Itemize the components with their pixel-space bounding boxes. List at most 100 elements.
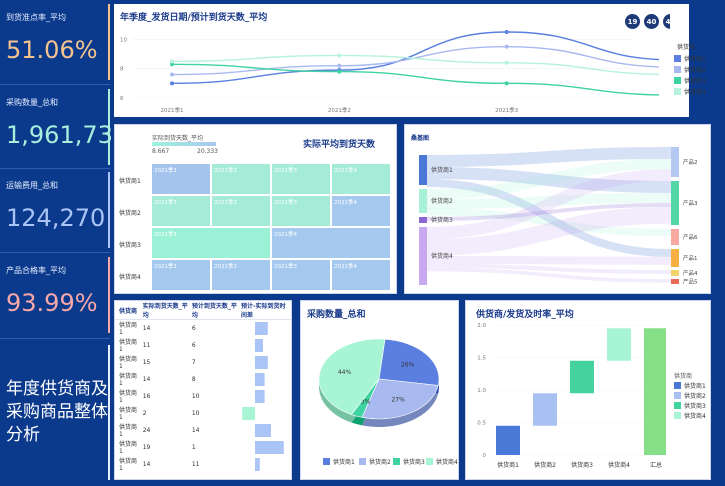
waterfall-bar (570, 360, 594, 394)
heat-row-label: 供货商4 (119, 274, 141, 281)
table-cell: 11 (142, 341, 151, 349)
heatmap-title: 实际平均到货天数 (303, 140, 376, 150)
y-tick-label: 1.5 (477, 356, 486, 362)
sankey-node-left (419, 189, 427, 213)
legend-label: 供货商1 (684, 56, 706, 63)
sankey-link (426, 203, 672, 221)
legend-swatch (674, 77, 681, 84)
table-cell: 供货商1 (119, 339, 138, 353)
sankey-node-right (671, 249, 679, 267)
legend-swatch (359, 458, 366, 465)
kpi-value: 93.99% (6, 289, 98, 317)
kpi-accent-bar (108, 4, 110, 80)
pie-slice (318, 338, 386, 415)
pie-data-label: 3% (361, 398, 371, 405)
badge-2[interactable]: 40 (644, 14, 659, 29)
diff-bar (255, 458, 260, 471)
legend-swatch (323, 458, 330, 465)
legend-label: 供货商2 (369, 459, 391, 466)
badge-1[interactable]: 19 (625, 14, 640, 29)
sankey-left-label: 供货商2 (431, 197, 453, 205)
heat-row-label: 供货商2 (119, 210, 141, 217)
sankey-link (426, 208, 672, 237)
table-header: 预计到货天数_平均 (187, 301, 237, 320)
y-tick-label: 0 (483, 453, 487, 459)
legend-item: 供货商1 (323, 457, 355, 466)
table-cell: 供货商1 (119, 356, 138, 370)
data-table: 供货商 实际到货天数_平均 预计到货天数_平均 预计-实际到货时间差 供货商1 14 6 供… (115, 301, 291, 473)
kpi-card: 产品合格率_平均 93.99% (0, 257, 110, 337)
data-point (170, 59, 174, 64)
heat-cell: 2021季1 (151, 195, 211, 227)
legend-label: 供货商2 (684, 67, 706, 74)
table-row: 供货商1 14 6 (115, 320, 291, 337)
pie-data-label: 27% (391, 396, 405, 403)
heat-legend-label: 实际到货天数_平均 (152, 135, 204, 142)
dashboard-title: 年度供货商及采购商品整体分析 (6, 379, 108, 445)
sankey-node-left (419, 217, 427, 223)
table-cell: 供货商1 (119, 441, 138, 455)
y-tick-label: 8 (120, 67, 124, 73)
sankey-node-right (671, 279, 679, 284)
sankey-node-right (671, 270, 679, 276)
kpi-card: 到货准点率_平均 51.06% (0, 4, 110, 84)
kpi-accent-bar (108, 172, 110, 248)
waterfall-bar (533, 393, 557, 426)
kpi-label: 采购数量_总和 (6, 98, 58, 107)
table-panel: 供货商 实际到货天数_平均 预计到货天数_平均 预计-实际到货时间差 供货商1 14 6 供… (114, 300, 292, 480)
legend-item: 供货商2 (674, 65, 706, 74)
table-cell: 1 (191, 443, 196, 451)
waterfall-bar (607, 328, 631, 361)
table-cell: 14 (191, 426, 200, 434)
waterfall-title: 供货商/发货及时率_平均 (476, 310, 574, 320)
pie-data-label: 26% (401, 361, 415, 368)
table-row: 供货商1 2 10 (115, 405, 291, 422)
table-cell: 19 (142, 443, 151, 451)
sankey-node-left (419, 155, 427, 185)
table-row: 供货商1 19 1 (115, 439, 291, 456)
series-line (171, 54, 659, 76)
table-row: 供货商1 11 6 (115, 337, 291, 354)
diff-bar (255, 424, 271, 437)
table-cell: 6 (191, 324, 196, 332)
heat-cell: 2021季4 (331, 163, 391, 195)
line-chart-panel: 年季度_发货日期/预计到货天数_平均 19 40 47 68102021季120… (114, 4, 689, 117)
legend-item: 供货商2 (359, 457, 391, 466)
heat-cell: 2021季2 (211, 163, 271, 195)
sankey-right-label: 产品1 (683, 254, 698, 262)
data-point (337, 69, 342, 74)
sankey-right-label: 产品3 (683, 199, 698, 207)
table-cell: 6 (191, 341, 196, 349)
diff-bar (255, 373, 265, 386)
heat-cell: 2021季1 (151, 227, 271, 259)
table-bars (242, 322, 284, 471)
table-cell: 供货商1 (119, 373, 138, 387)
sankey-node-right (671, 229, 679, 245)
legend-item: 供货商1 (674, 54, 706, 63)
wf-legend-title: 供货商 (674, 373, 693, 380)
legend-label: 供货商3 (684, 403, 706, 410)
x-tick-label: 汇总 (650, 461, 662, 469)
sankey-right-label: 产品5 (683, 278, 698, 286)
sankey-node-right (671, 181, 679, 225)
kpi-divider (0, 168, 110, 169)
heat-legend-min: 8.667 (152, 148, 170, 155)
heat-cell: 2021季3 (271, 163, 331, 195)
legend-label: 供货商4 (684, 413, 706, 420)
sankey-link (426, 206, 672, 256)
legend-item: 供货商3 (674, 401, 706, 410)
data-point (170, 72, 174, 77)
legend-item: 供货商1 (674, 381, 706, 390)
heat-cell: 2021季1 (151, 163, 211, 195)
table-cell: 8 (191, 375, 196, 383)
series-line (171, 45, 659, 76)
legend-item: 供货商4 (674, 411, 706, 420)
table-cell: 10 (191, 392, 200, 400)
table-cell: 24 (142, 426, 151, 434)
sankey-title: 桑基图 (411, 135, 430, 142)
kpi-value: 1,961,732 (6, 121, 129, 149)
kpi-value: 124,270 (6, 204, 106, 232)
table-cell: 14 (142, 460, 151, 468)
heat-cell: 2021季4 (331, 259, 391, 291)
